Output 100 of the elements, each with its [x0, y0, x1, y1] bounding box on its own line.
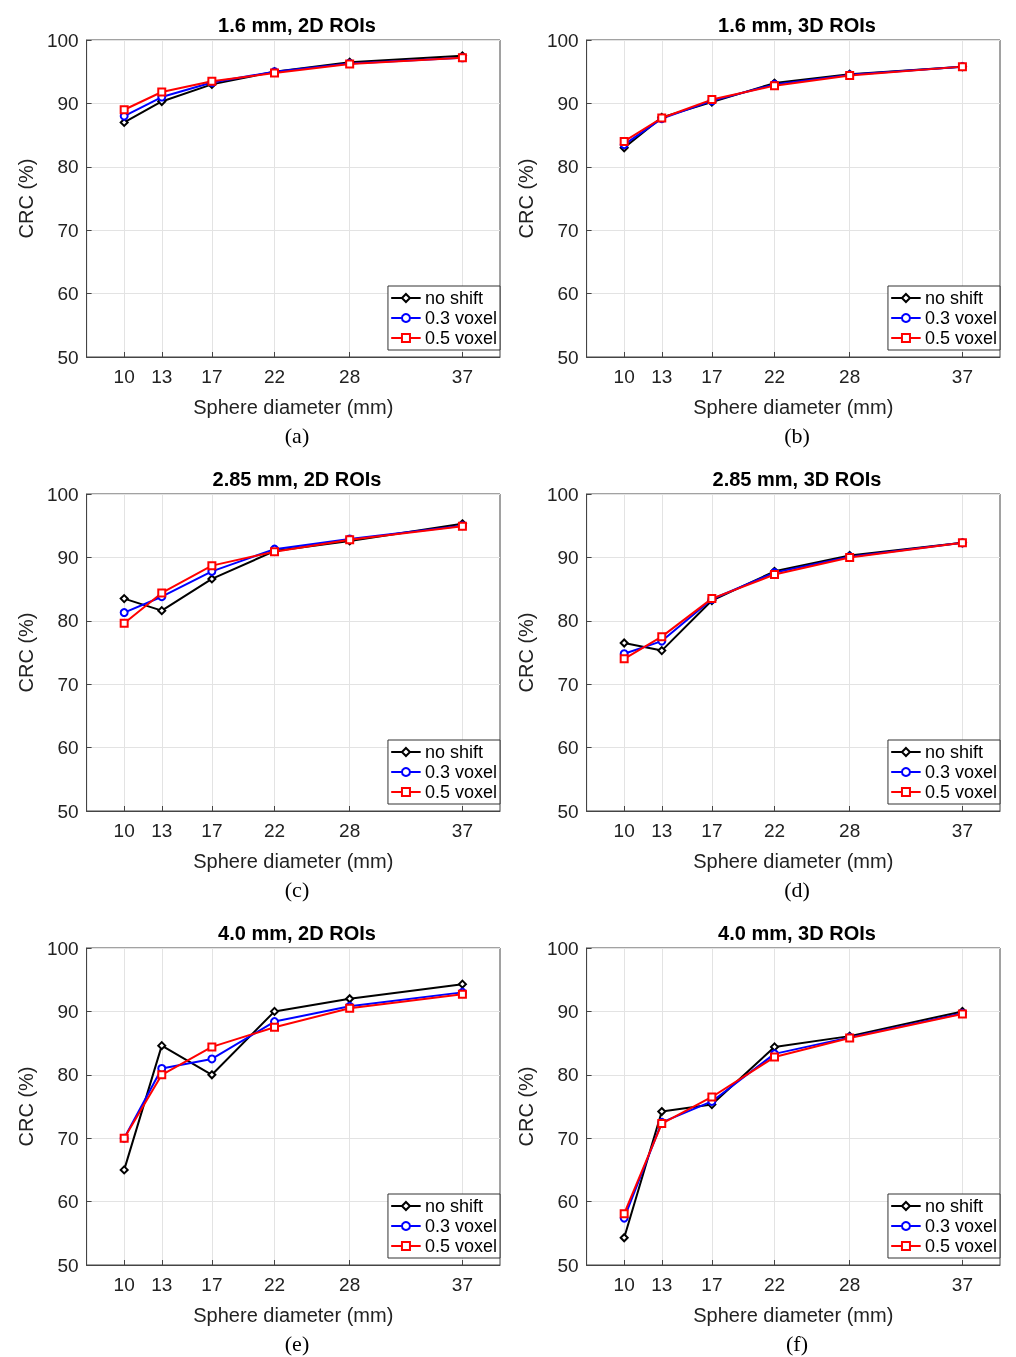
x-tick-label: 28 — [839, 1274, 861, 1295]
y-axis-title: CRC (%) — [15, 1066, 37, 1147]
x-tick-label: 28 — [839, 366, 861, 387]
x-tick-label: 37 — [951, 1274, 973, 1295]
y-tick-label: 80 — [557, 156, 579, 178]
y-tick-label: 60 — [557, 1191, 579, 1213]
legend-label: no shift — [424, 288, 483, 308]
chart-title: 2.85 mm, 3D ROIs — [712, 468, 882, 490]
legend-label: 0.3 voxel — [424, 762, 497, 782]
x-tick-label: 10 — [113, 1274, 135, 1295]
x-tick-label: 13 — [651, 1274, 673, 1295]
x-tick-label: 13 — [651, 820, 673, 841]
x-tick-label: 17 — [201, 820, 223, 841]
chart-title: 1.6 mm, 2D ROIs — [218, 14, 376, 36]
y-tick-label: 60 — [57, 1191, 79, 1213]
x-tick-label: 10 — [113, 820, 135, 841]
y-axis-title: CRC (%) — [515, 158, 537, 239]
y-axis-title: CRC (%) — [515, 1066, 537, 1147]
x-tick-label: 28 — [339, 1274, 361, 1295]
y-axis-title: CRC (%) — [515, 612, 537, 693]
text: (a) — [284, 422, 310, 448]
y-tick-label: 90 — [57, 546, 79, 568]
y-tick-label: 80 — [557, 1064, 579, 1086]
x-tick-label: 13 — [651, 366, 673, 387]
y-tick-label: 80 — [57, 610, 79, 632]
x-axis-title: Sphere diameter (mm) — [193, 396, 394, 418]
y-tick-label: 80 — [57, 1064, 79, 1086]
legend-label: no shift — [424, 1196, 483, 1216]
x-axis-title: Sphere diameter (mm) — [193, 850, 394, 872]
legend-label: 0.5 voxel — [424, 1236, 497, 1256]
x-tick-label: 17 — [201, 366, 223, 387]
chart-title: 4.0 mm, 3D ROIs — [718, 922, 876, 944]
legend-label: 0.5 voxel — [424, 328, 497, 348]
x-tick-label: 37 — [951, 366, 973, 387]
text: (d) — [784, 876, 810, 902]
x-tick-label: 10 — [613, 820, 635, 841]
legend-label: 0.3 voxel — [424, 308, 497, 328]
legend-label: no shift — [424, 742, 483, 762]
y-tick-label: 70 — [557, 673, 579, 695]
legend-label: no shift — [924, 742, 983, 762]
y-tick-label: 100 — [46, 29, 79, 51]
x-tick-label: 17 — [201, 1274, 223, 1295]
y-tick-label: 50 — [57, 800, 79, 822]
y-tick-label: 90 — [557, 1000, 579, 1022]
chart-title: 1.6 mm, 3D ROIs — [718, 14, 876, 36]
legend-label: no shift — [924, 1196, 983, 1216]
legend-label: no shift — [924, 288, 983, 308]
y-tick-label: 60 — [557, 283, 579, 305]
legend-label: 0.3 voxel — [924, 762, 997, 782]
y-tick-label: 70 — [557, 1127, 579, 1149]
x-tick-label: 17 — [701, 820, 723, 841]
x-tick-label: 10 — [613, 1274, 635, 1295]
y-tick-label: 100 — [546, 937, 579, 959]
chart-title: 4.0 mm, 2D ROIs — [218, 922, 376, 944]
x-tick-label: 28 — [839, 820, 861, 841]
y-tick-label: 60 — [557, 737, 579, 759]
chart-title: 2.85 mm, 2D ROIs — [212, 468, 382, 490]
y-tick-label: 70 — [57, 1127, 79, 1149]
y-tick-label: 50 — [557, 346, 579, 368]
x-tick-label: 37 — [951, 820, 973, 841]
x-tick-label: 13 — [151, 366, 173, 387]
x-tick-label: 10 — [613, 366, 635, 387]
x-tick-label: 22 — [263, 366, 286, 387]
y-tick-label: 80 — [57, 156, 79, 178]
y-tick-label: 90 — [557, 92, 579, 114]
y-tick-label: 50 — [57, 1254, 79, 1276]
legend-label: 0.5 voxel — [924, 1236, 997, 1256]
x-tick-label: 22 — [763, 820, 786, 841]
legend-label: 0.5 voxel — [424, 782, 497, 802]
x-tick-label: 10 — [113, 366, 135, 387]
y-tick-label: 100 — [546, 483, 579, 505]
x-tick-label: 37 — [451, 1274, 473, 1295]
y-tick-label: 70 — [57, 219, 79, 241]
y-tick-label: 50 — [557, 1254, 579, 1276]
x-tick-label: 37 — [451, 366, 473, 387]
x-tick-label: 13 — [151, 820, 173, 841]
y-tick-label: 70 — [557, 219, 579, 241]
y-axis-title: CRC (%) — [15, 158, 37, 239]
y-tick-label: 100 — [546, 29, 579, 51]
text: (b) — [784, 422, 810, 448]
y-tick-label: 90 — [557, 546, 579, 568]
y-tick-label: 50 — [57, 346, 79, 368]
x-tick-label: 22 — [263, 820, 286, 841]
y-tick-label: 80 — [557, 610, 579, 632]
text: (c) — [284, 876, 310, 902]
y-tick-label: 100 — [46, 937, 79, 959]
legend-label: 0.5 voxel — [924, 782, 997, 802]
text: (e) — [284, 1330, 310, 1356]
x-tick-label: 28 — [339, 366, 361, 387]
y-tick-label: 90 — [57, 1000, 79, 1022]
x-tick-label: 22 — [263, 1274, 286, 1295]
legend-label: 0.3 voxel — [924, 308, 997, 328]
x-axis-title: Sphere diameter (mm) — [693, 850, 894, 872]
x-tick-label: 22 — [763, 366, 786, 387]
x-axis-title: Sphere diameter (mm) — [693, 396, 894, 418]
legend-label: 0.5 voxel — [924, 328, 997, 348]
x-axis-title: Sphere diameter (mm) — [693, 1304, 894, 1326]
y-tick-label: 70 — [57, 673, 79, 695]
y-tick-label: 90 — [57, 92, 79, 114]
legend-label: 0.3 voxel — [924, 1216, 997, 1236]
